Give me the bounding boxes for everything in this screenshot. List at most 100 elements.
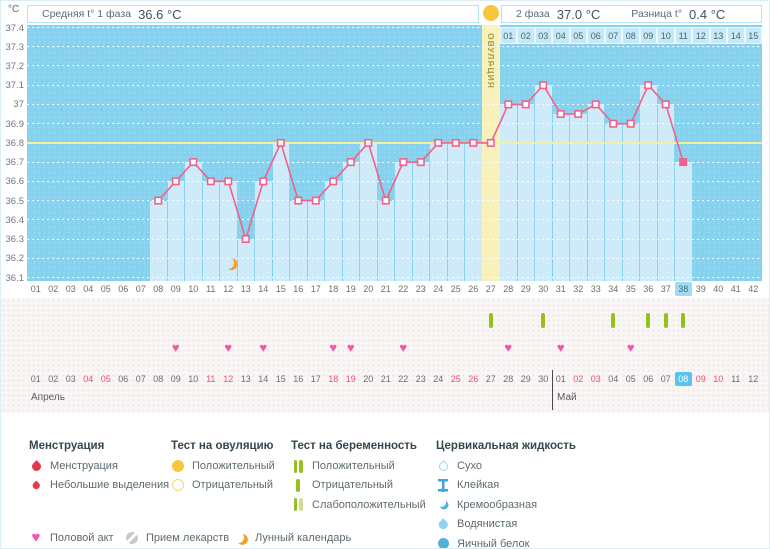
calendar-date-cell[interactable]: 09 [170,374,181,384]
temperature-point[interactable] [504,100,513,109]
temperature-point[interactable] [224,177,233,186]
temperature-point[interactable] [521,100,530,109]
calendar-date-cell[interactable]: 13 [240,374,251,384]
temperature-point[interactable] [171,177,180,186]
cycle-day-cell[interactable]: 32 [573,284,584,294]
calendar-date-cell[interactable]: 14 [258,374,269,384]
cycle-day-cell[interactable]: 27 [485,284,496,294]
cycle-day-cell[interactable]: 18 [328,284,339,294]
calendar-date-cell[interactable]: 15 [275,374,286,384]
cycle-day-cell[interactable]: 29 [520,284,531,294]
calendar-date-cell[interactable]: 02 [573,374,584,384]
day-column[interactable] [465,142,482,281]
day-column[interactable] [517,104,534,281]
temperature-point[interactable] [644,81,653,90]
temperature-point[interactable] [346,158,355,167]
cycle-day-cell[interactable]: 38 [674,282,692,296]
day-column[interactable] [185,162,202,281]
temperature-point[interactable] [626,119,635,128]
calendar-date-cell[interactable]: 12 [223,374,234,384]
temperature-point[interactable] [591,100,600,109]
cycle-day-cell[interactable]: 34 [608,284,619,294]
calendar-date-cell[interactable]: 02 [48,374,59,384]
day-column[interactable] [220,181,237,281]
calendar-date-cell[interactable]: 19 [345,374,356,384]
calendar-date-cell[interactable]: 27 [485,374,496,384]
day-column[interactable] [360,142,377,281]
cycle-day-cell[interactable]: 04 [83,284,94,294]
cycle-day-cell[interactable]: 17 [310,284,321,294]
calendar-date-cell[interactable]: 06 [643,374,654,384]
cycle-day-cell[interactable]: 33 [590,284,601,294]
cycle-day-cell[interactable]: 28 [503,284,514,294]
temperature-point[interactable] [609,119,618,128]
calendar-date-cell[interactable]: 07 [135,374,146,384]
calendar-date-cell[interactable]: 20 [363,374,374,384]
temperature-point[interactable] [259,177,268,186]
temperature-point[interactable] [399,158,408,167]
calendar-date-cell[interactable]: 11 [731,374,741,384]
cycle-day-cell[interactable]: 19 [345,284,356,294]
temperature-point[interactable] [574,110,583,119]
day-column[interactable] [395,162,412,281]
temperature-point[interactable] [556,110,565,119]
calendar-date-cell[interactable]: 16 [293,374,304,384]
temperature-point[interactable] [539,81,548,90]
cycle-day-cell[interactable]: 13 [240,284,251,294]
cycle-day-cell[interactable]: 20 [363,284,374,294]
cycle-day-cell[interactable]: 37 [660,284,671,294]
calendar-date-cell[interactable]: 04 [83,374,94,384]
temperature-point[interactable] [329,177,338,186]
day-column[interactable] [255,181,272,281]
day-column[interactable] [587,104,604,281]
day-column[interactable] [675,162,692,281]
calendar-date-cell[interactable]: 08 [674,372,692,386]
day-column[interactable] [202,181,219,281]
temperature-point[interactable] [294,196,303,205]
cycle-day-cell[interactable]: 36 [643,284,654,294]
cycle-day-cell[interactable]: 31 [555,284,566,294]
calendar-date-cell[interactable]: 17 [310,374,321,384]
temperature-point[interactable] [154,196,163,205]
temperature-point[interactable] [434,138,443,147]
calendar-date-cell[interactable]: 03 [590,374,601,384]
day-column[interactable] [535,85,552,281]
temperature-point[interactable] [189,158,198,167]
cycle-day-cell[interactable]: 21 [380,284,391,294]
cycle-day-cell[interactable]: 42 [748,284,759,294]
day-column[interactable] [412,162,429,281]
calendar-date-cell[interactable]: 10 [713,374,724,384]
calendar-date-cell[interactable]: 07 [660,374,671,384]
cycle-day-cell[interactable]: 41 [730,284,741,294]
day-column[interactable] [167,181,184,281]
cycle-day-cell[interactable]: 23 [415,284,426,294]
temperature-point[interactable] [206,177,215,186]
day-column[interactable] [377,200,394,281]
day-column[interactable] [447,142,464,281]
cycle-day-cell[interactable]: 24 [433,284,444,294]
day-column[interactable] [307,200,324,281]
cycle-day-cell[interactable]: 22 [398,284,409,294]
day-column[interactable] [237,239,254,281]
temperature-point[interactable] [276,138,285,147]
cycle-day-cell[interactable]: 08 [153,284,164,294]
day-column[interactable] [290,200,307,281]
temperature-point[interactable] [241,235,250,244]
calendar-date-cell[interactable]: 26 [468,374,479,384]
calendar-date-cell[interactable]: 09 [695,374,706,384]
temperature-point[interactable] [416,158,425,167]
calendar-date-cell[interactable]: 04 [608,374,619,384]
cycle-day-cell[interactable]: 40 [713,284,724,294]
calendar-date-cell[interactable]: 28 [503,374,514,384]
day-column[interactable] [622,123,639,281]
temperature-point[interactable] [381,196,390,205]
temperature-point[interactable] [679,158,688,167]
calendar-date-cell[interactable]: 11 [206,374,216,384]
day-column[interactable] [272,142,289,281]
calendar-date-cell[interactable]: 01 [555,374,566,384]
day-column[interactable] [150,200,167,281]
calendar-date-cell[interactable]: 05 [625,374,636,384]
cycle-day-cell[interactable]: 35 [625,284,636,294]
cycle-day-cell[interactable]: 06 [118,284,129,294]
calendar-date-cell[interactable]: 12 [748,374,759,384]
